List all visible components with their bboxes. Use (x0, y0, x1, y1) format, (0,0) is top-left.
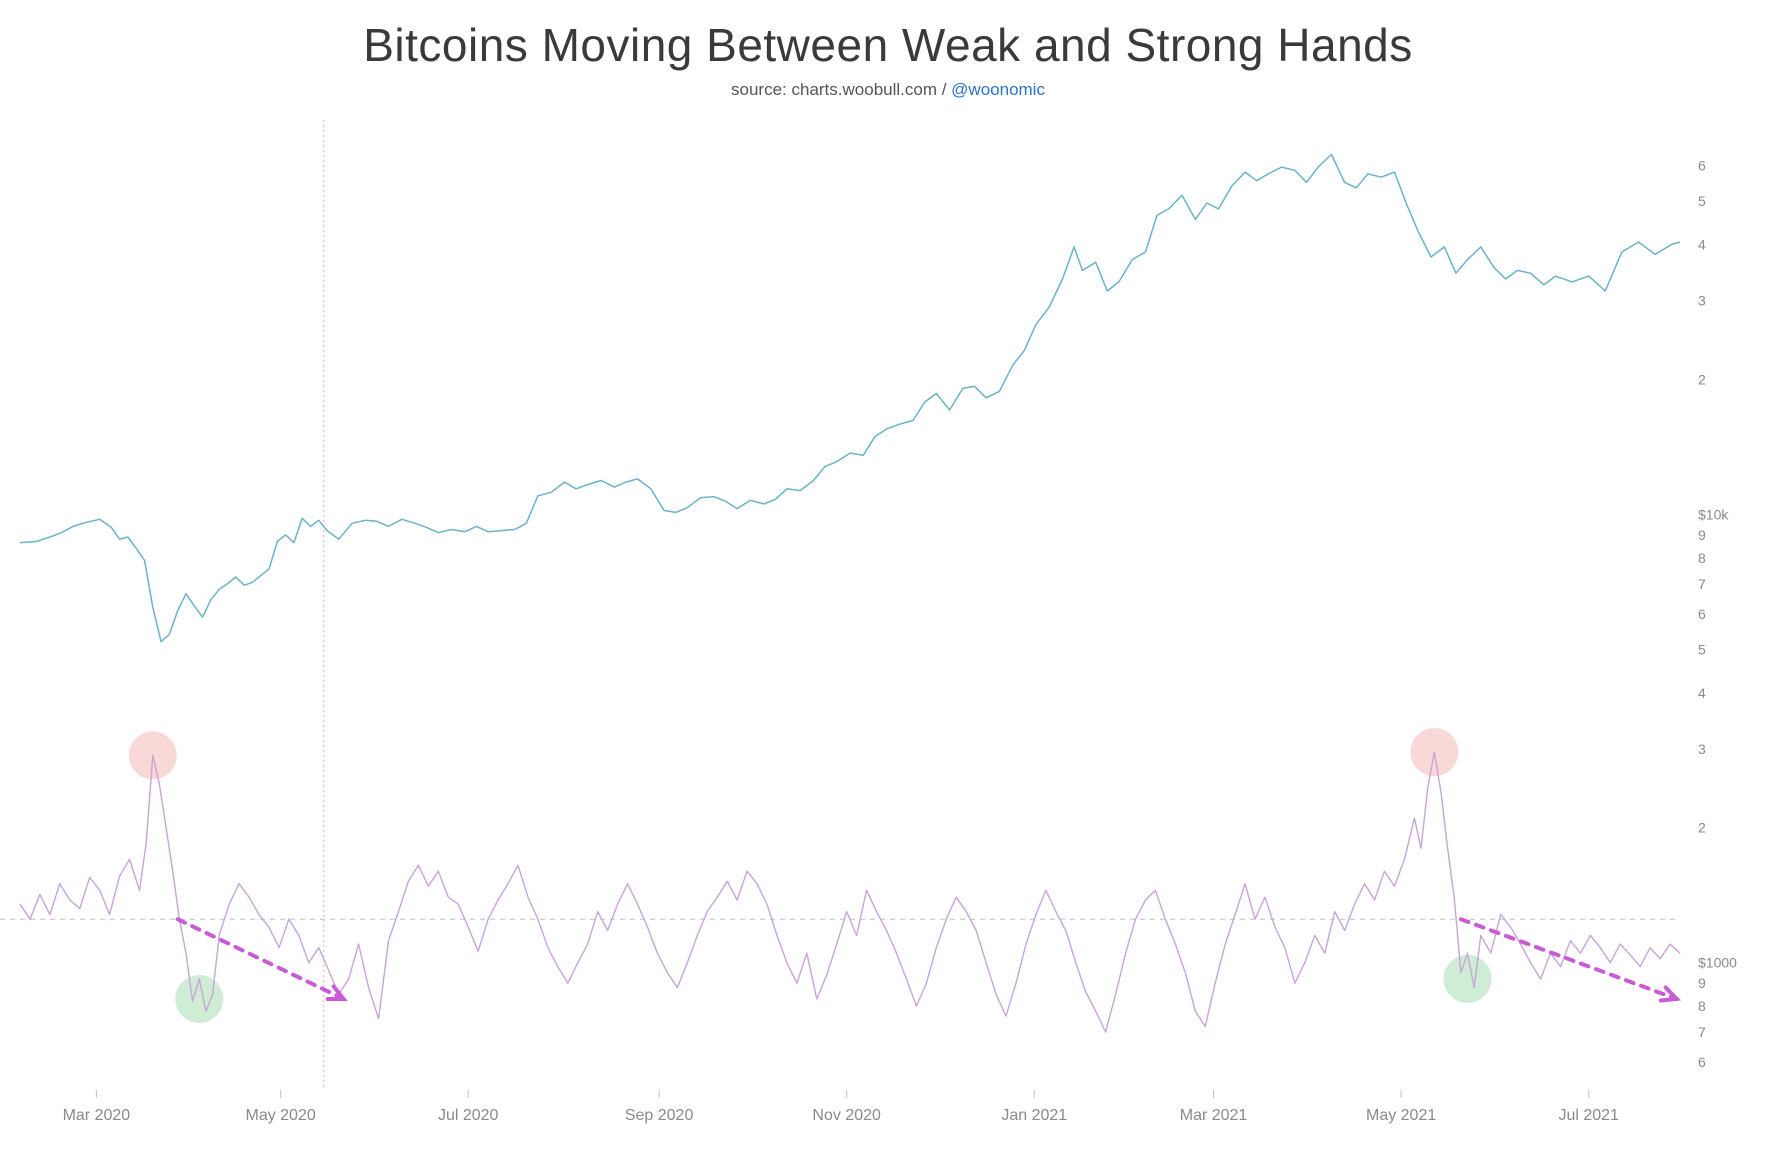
x-tick-label: May 2021 (1366, 1107, 1436, 1124)
y-tick-label: 2 (1698, 371, 1706, 387)
x-tick-label: Sep 2020 (625, 1107, 694, 1124)
source-prefix: source: charts.woobull.com / (731, 80, 951, 99)
y-tick-label: 9 (1698, 975, 1706, 991)
y-tick-label: 4 (1698, 685, 1706, 701)
y-tick-label: 7 (1698, 576, 1706, 592)
x-tick-label: Nov 2020 (812, 1107, 881, 1124)
y-tick-label: 3 (1698, 741, 1706, 757)
y-tick-label: 3 (1698, 292, 1706, 308)
y-tick-label: 9 (1698, 527, 1706, 543)
y-tick-label: 6 (1698, 1054, 1706, 1070)
x-tick-label: Mar 2020 (63, 1107, 131, 1124)
x-tick-label: Jul 2021 (1558, 1107, 1619, 1124)
price-series-line (20, 155, 1680, 642)
x-tick-label: Jan 2021 (1001, 1107, 1067, 1124)
y-tick-label: 6 (1698, 606, 1706, 622)
y-tick-label: 5 (1698, 193, 1706, 209)
y-tick-label: 8 (1698, 998, 1706, 1014)
y-tick-label: 5 (1698, 641, 1706, 657)
y-tick-label: 8 (1698, 550, 1706, 566)
y-tick-label: 7 (1698, 1024, 1706, 1040)
x-tick-label: Mar 2021 (1180, 1107, 1248, 1124)
chart-area: 6 7 8 9 $1000 2 3 4 5 6 7 8 9 $10k 2 3 4 5 6 Mar 2020 May 20… (0, 120, 1776, 1152)
chart-source: source: charts.woobull.com / @woonomic (0, 80, 1776, 100)
x-tick-label: May 2020 (245, 1107, 315, 1124)
x-tick-label: Jul 2020 (438, 1107, 499, 1124)
y-tick-label: 6 (1698, 157, 1706, 173)
flow-series-line (20, 752, 1680, 1032)
y-tick-label: $1000 (1698, 955, 1737, 971)
highlight-circle (1444, 955, 1492, 1003)
y-tick-label: 4 (1698, 236, 1706, 252)
y-tick-label: 2 (1698, 820, 1706, 836)
y-tick-label: $10k (1698, 506, 1729, 522)
chart-title: Bitcoins Moving Between Weak and Strong … (0, 0, 1776, 72)
source-link[interactable]: @woonomic (951, 80, 1045, 99)
